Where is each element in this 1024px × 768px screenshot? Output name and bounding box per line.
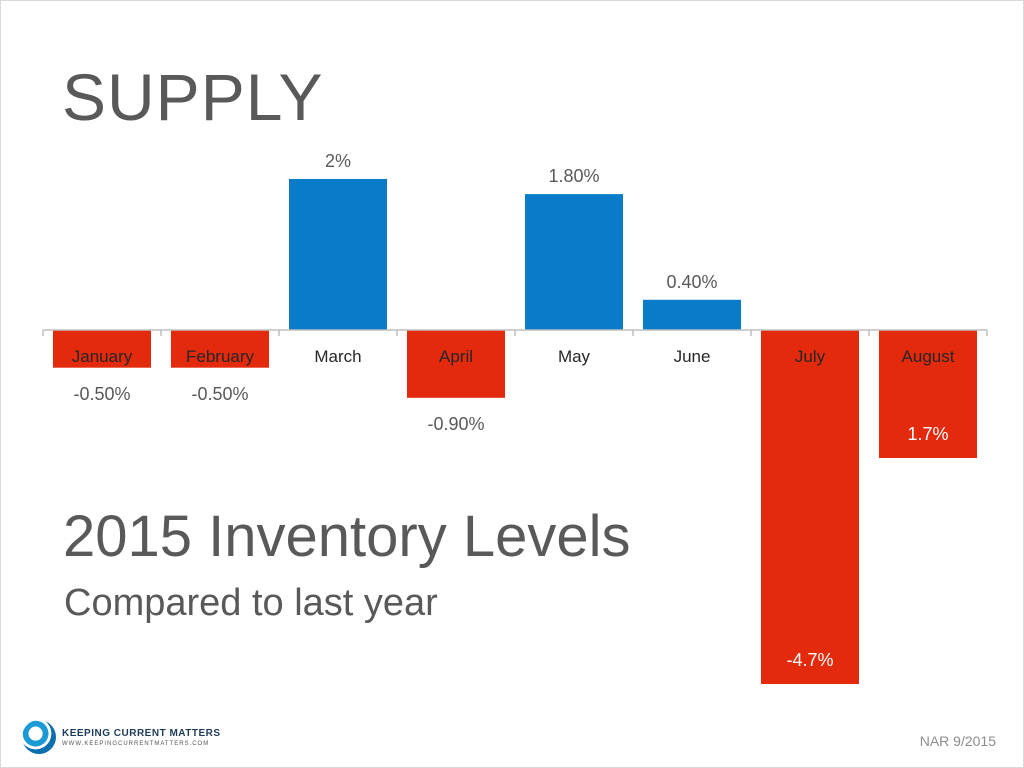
bar-july bbox=[761, 330, 859, 684]
bar-april bbox=[407, 330, 505, 398]
category-label: August bbox=[902, 347, 955, 366]
data-label: 0.40% bbox=[666, 272, 717, 292]
data-label: 2% bbox=[325, 151, 351, 171]
bar-february bbox=[171, 330, 269, 368]
bar-march bbox=[289, 179, 387, 330]
bar-june bbox=[643, 299, 741, 330]
data-label: 1.7% bbox=[907, 424, 948, 444]
bar-august bbox=[879, 330, 977, 458]
swirl-logo-icon bbox=[22, 720, 56, 754]
data-label: -0.50% bbox=[191, 384, 248, 404]
bar-january bbox=[53, 330, 151, 368]
slide-title: SUPPLY bbox=[62, 60, 324, 134]
bar-may bbox=[525, 194, 623, 330]
category-label: June bbox=[674, 347, 711, 366]
category-label: January bbox=[72, 347, 133, 366]
logo-url: WWW.KEEPINGCURRENTMATTERS.COM bbox=[62, 740, 210, 747]
category-label: July bbox=[795, 347, 826, 366]
category-label: April bbox=[439, 347, 473, 366]
logo-name: KEEPING CURRENT MATTERS bbox=[62, 727, 221, 739]
company-logo: KEEPING CURRENT MATTERS WWW.KEEPINGCURRE… bbox=[22, 720, 221, 754]
chart-subtitle: 2015 Inventory Levels bbox=[63, 504, 631, 569]
category-label: February bbox=[186, 347, 255, 366]
data-label: -0.50% bbox=[73, 384, 130, 404]
category-label: May bbox=[558, 347, 591, 366]
data-label: -4.7% bbox=[786, 650, 833, 670]
category-label: March bbox=[314, 347, 361, 366]
data-label: -0.90% bbox=[427, 414, 484, 434]
chart-subtitle-secondary: Compared to last year bbox=[64, 582, 438, 624]
data-label: 1.80% bbox=[548, 166, 599, 186]
source-note: NAR 9/2015 bbox=[919, 733, 996, 749]
